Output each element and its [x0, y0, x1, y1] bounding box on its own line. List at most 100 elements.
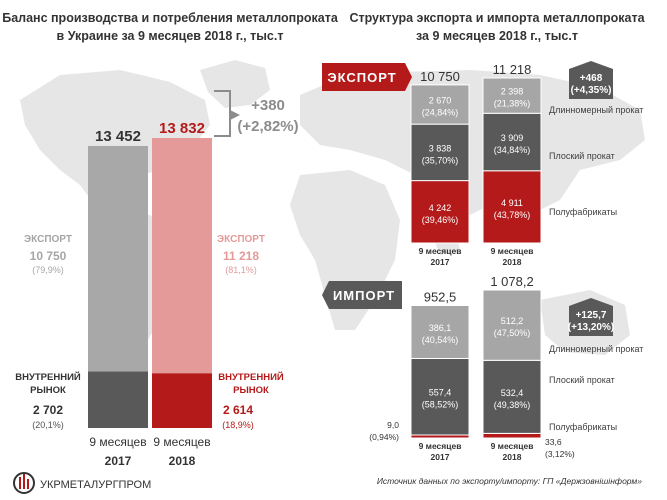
- export-name-2017: ЭКСПОРТ: [24, 234, 72, 245]
- domestic-bar-1: [152, 373, 212, 428]
- import-semi-share-2017: (0,94%): [369, 432, 399, 442]
- export-seg-value-2-1: 2 398: [501, 87, 524, 97]
- change-value: +380: [251, 97, 285, 114]
- import-seg-value-2-1: 512,2: [501, 316, 524, 326]
- export-total-0: 10 750: [420, 69, 460, 84]
- export-year-1: 2018: [503, 257, 522, 267]
- export-seg-value-1-1: 3 909: [501, 133, 524, 143]
- export-share-2017: (79,9%): [32, 265, 64, 275]
- export-change-badge: +468(+4,35%): [569, 61, 613, 99]
- export-change-badge-value: +468: [580, 73, 603, 84]
- export-длинномерный-прокат-bar-1: [482, 77, 542, 114]
- import-длинномерный-прокат-bar-1: [482, 289, 542, 361]
- export-value-2017: 10 750: [30, 249, 67, 263]
- domestic-value-2018: 2 614: [223, 403, 253, 417]
- change-percent: (+2,82%): [237, 118, 298, 135]
- export-total-1: 11 218: [493, 62, 532, 77]
- change-arrow: [230, 110, 240, 120]
- export-tag-label: ЭКСПОРТ: [327, 70, 396, 85]
- export-seg-value-0-1: 4 911: [501, 198, 523, 208]
- logo-text: УКРМЕТАЛУРГПРОМ: [40, 479, 151, 491]
- export-seg-value-0-0: 4 242: [429, 203, 452, 213]
- export-плоский-прокат-bar-1: [482, 112, 542, 172]
- logo: УКРМЕТАЛУРГПРОМ: [13, 472, 151, 494]
- import-плоский-прокат-bar-1: [482, 359, 542, 434]
- export-полуфабрикаты-bar-0: [410, 180, 470, 244]
- import-длинномерный-прокат-bar-0: [410, 304, 470, 359]
- import-seg-value-2-0: 386,1: [429, 323, 452, 333]
- import-structure-chart: 557,4 (58,52%) 386,1 (40,54%) 952,5 9 месяцев…: [369, 274, 643, 462]
- domestic-value-2017: 2 702: [33, 403, 63, 417]
- left-title-line-1: Баланс производства и потребления металл…: [2, 11, 339, 25]
- right-title-line-1: Структура экспорта и импорта металлопрок…: [349, 11, 645, 25]
- domestic-share-2018: (18,9%): [222, 420, 254, 430]
- import-cat-1: 9 месяцев: [491, 441, 534, 451]
- domestic-bar-0: [88, 371, 148, 428]
- category-label-0: 9 месяцев: [89, 435, 146, 449]
- import-seg-share-2-1: (47,50%): [494, 328, 531, 338]
- import-change-badge-arrow: [569, 298, 613, 336]
- domestic-name-2018-b: РЫНОК: [233, 385, 269, 396]
- export-cat-0: 9 месяцев: [419, 246, 462, 256]
- export-bar-0: [88, 145, 148, 372]
- export-cat-1: 9 месяцев: [491, 246, 534, 256]
- export-legend-0: Полуфабрикаты: [549, 207, 617, 217]
- import-tag: ИМПОРТ: [322, 281, 402, 309]
- category-year-0: 2017: [105, 454, 132, 468]
- import-legend-0: Полуфабрикаты: [549, 422, 617, 432]
- import-change-badge-percent: (+13,20%): [568, 322, 614, 333]
- total-label-1: 13 832: [159, 120, 205, 137]
- export-legend-1: Плоский прокат: [549, 151, 615, 161]
- export-change-badge-percent: (+4,35%): [571, 85, 612, 96]
- import-tag-label: ИМПОРТ: [333, 288, 395, 303]
- export-name-2018: ЭКСПОРТ: [217, 234, 265, 245]
- source-note: Источник данных по экспорту/импорту: ГП …: [377, 476, 642, 486]
- export-seg-share-2-1: (21,38%): [494, 99, 531, 109]
- import-year-1: 2018: [503, 452, 522, 462]
- export-value-2018: 11 218: [223, 249, 259, 263]
- category-year-1: 2018: [169, 454, 196, 468]
- import-seg-share-1-0: (58,52%): [422, 400, 459, 410]
- import-seg-value-1-0: 557,4: [429, 388, 452, 398]
- export-structure-chart: 4 242 (39,46%) 3 838 (35,70%) 2 670 (24,84%) 1…: [410, 61, 643, 267]
- import-semi-share-2018: (3,12%): [545, 449, 575, 459]
- domestic-name-2017-a: ВНУТРЕННИЙ: [15, 371, 81, 383]
- export-tag: ЭКСПОРТ: [322, 63, 412, 91]
- import-legend-1: Плоский прокат: [549, 375, 615, 385]
- export-плоский-прокат-bar-0: [410, 123, 470, 182]
- import-legend-2: Длинномерный прокат: [549, 344, 643, 354]
- right-title-line-2: за 9 месяцев 2018 г., тыс.т: [416, 29, 578, 43]
- import-полуфабрикаты-bar-1: [482, 432, 542, 439]
- import-semi-value-2018: 33,6: [545, 437, 562, 447]
- balance-chart: 13 452 9 месяцев 2017 13 832 9 месяцев 2018 ЭК…: [15, 90, 299, 468]
- export-seg-share-0-0: (39,46%): [422, 215, 459, 225]
- export-bar-1: [152, 138, 212, 374]
- export-seg-value-2-0: 2 670: [429, 96, 452, 106]
- import-total-1: 1 078,2: [490, 274, 533, 289]
- export-длинномерный-прокат-bar-0: [410, 84, 470, 125]
- category-label-1: 9 месяцев: [153, 435, 210, 449]
- export-seg-share-1-1: (34,84%): [494, 145, 531, 155]
- domestic-name-2018-a: ВНУТРЕННИЙ: [218, 371, 284, 383]
- import-change-badge-value: +125,7: [576, 310, 607, 321]
- domestic-share-2017: (20,1%): [32, 420, 64, 430]
- export-change-badge-arrow: [569, 61, 613, 99]
- export-полуфабрикаты-bar-1: [482, 170, 542, 244]
- import-seg-share-1-1: (49,38%): [494, 400, 531, 410]
- export-share-2018: (81,1%): [225, 265, 257, 275]
- import-change-badge: +125,7(+13,20%): [568, 298, 614, 336]
- import-seg-share-2-0: (40,54%): [422, 335, 459, 345]
- import-semi-value-2017: 9,0: [387, 420, 399, 430]
- export-year-0: 2017: [431, 257, 450, 267]
- left-title-line-2: в Украине за 9 месяцев 2018 г., тыс.т: [57, 29, 284, 43]
- export-seg-value-1-0: 3 838: [429, 143, 452, 153]
- import-cat-0: 9 месяцев: [419, 441, 462, 451]
- export-legend-2: Длинномерный прокат: [549, 105, 643, 115]
- domestic-name-2017-b: РЫНОК: [30, 385, 66, 396]
- export-seg-share-2-0: (24,84%): [422, 108, 459, 118]
- import-total-0: 952,5: [424, 289, 457, 304]
- export-seg-share-1-0: (35,70%): [422, 155, 459, 165]
- export-seg-share-0-1: (43,78%): [494, 210, 531, 220]
- total-label-0: 13 452: [95, 128, 141, 145]
